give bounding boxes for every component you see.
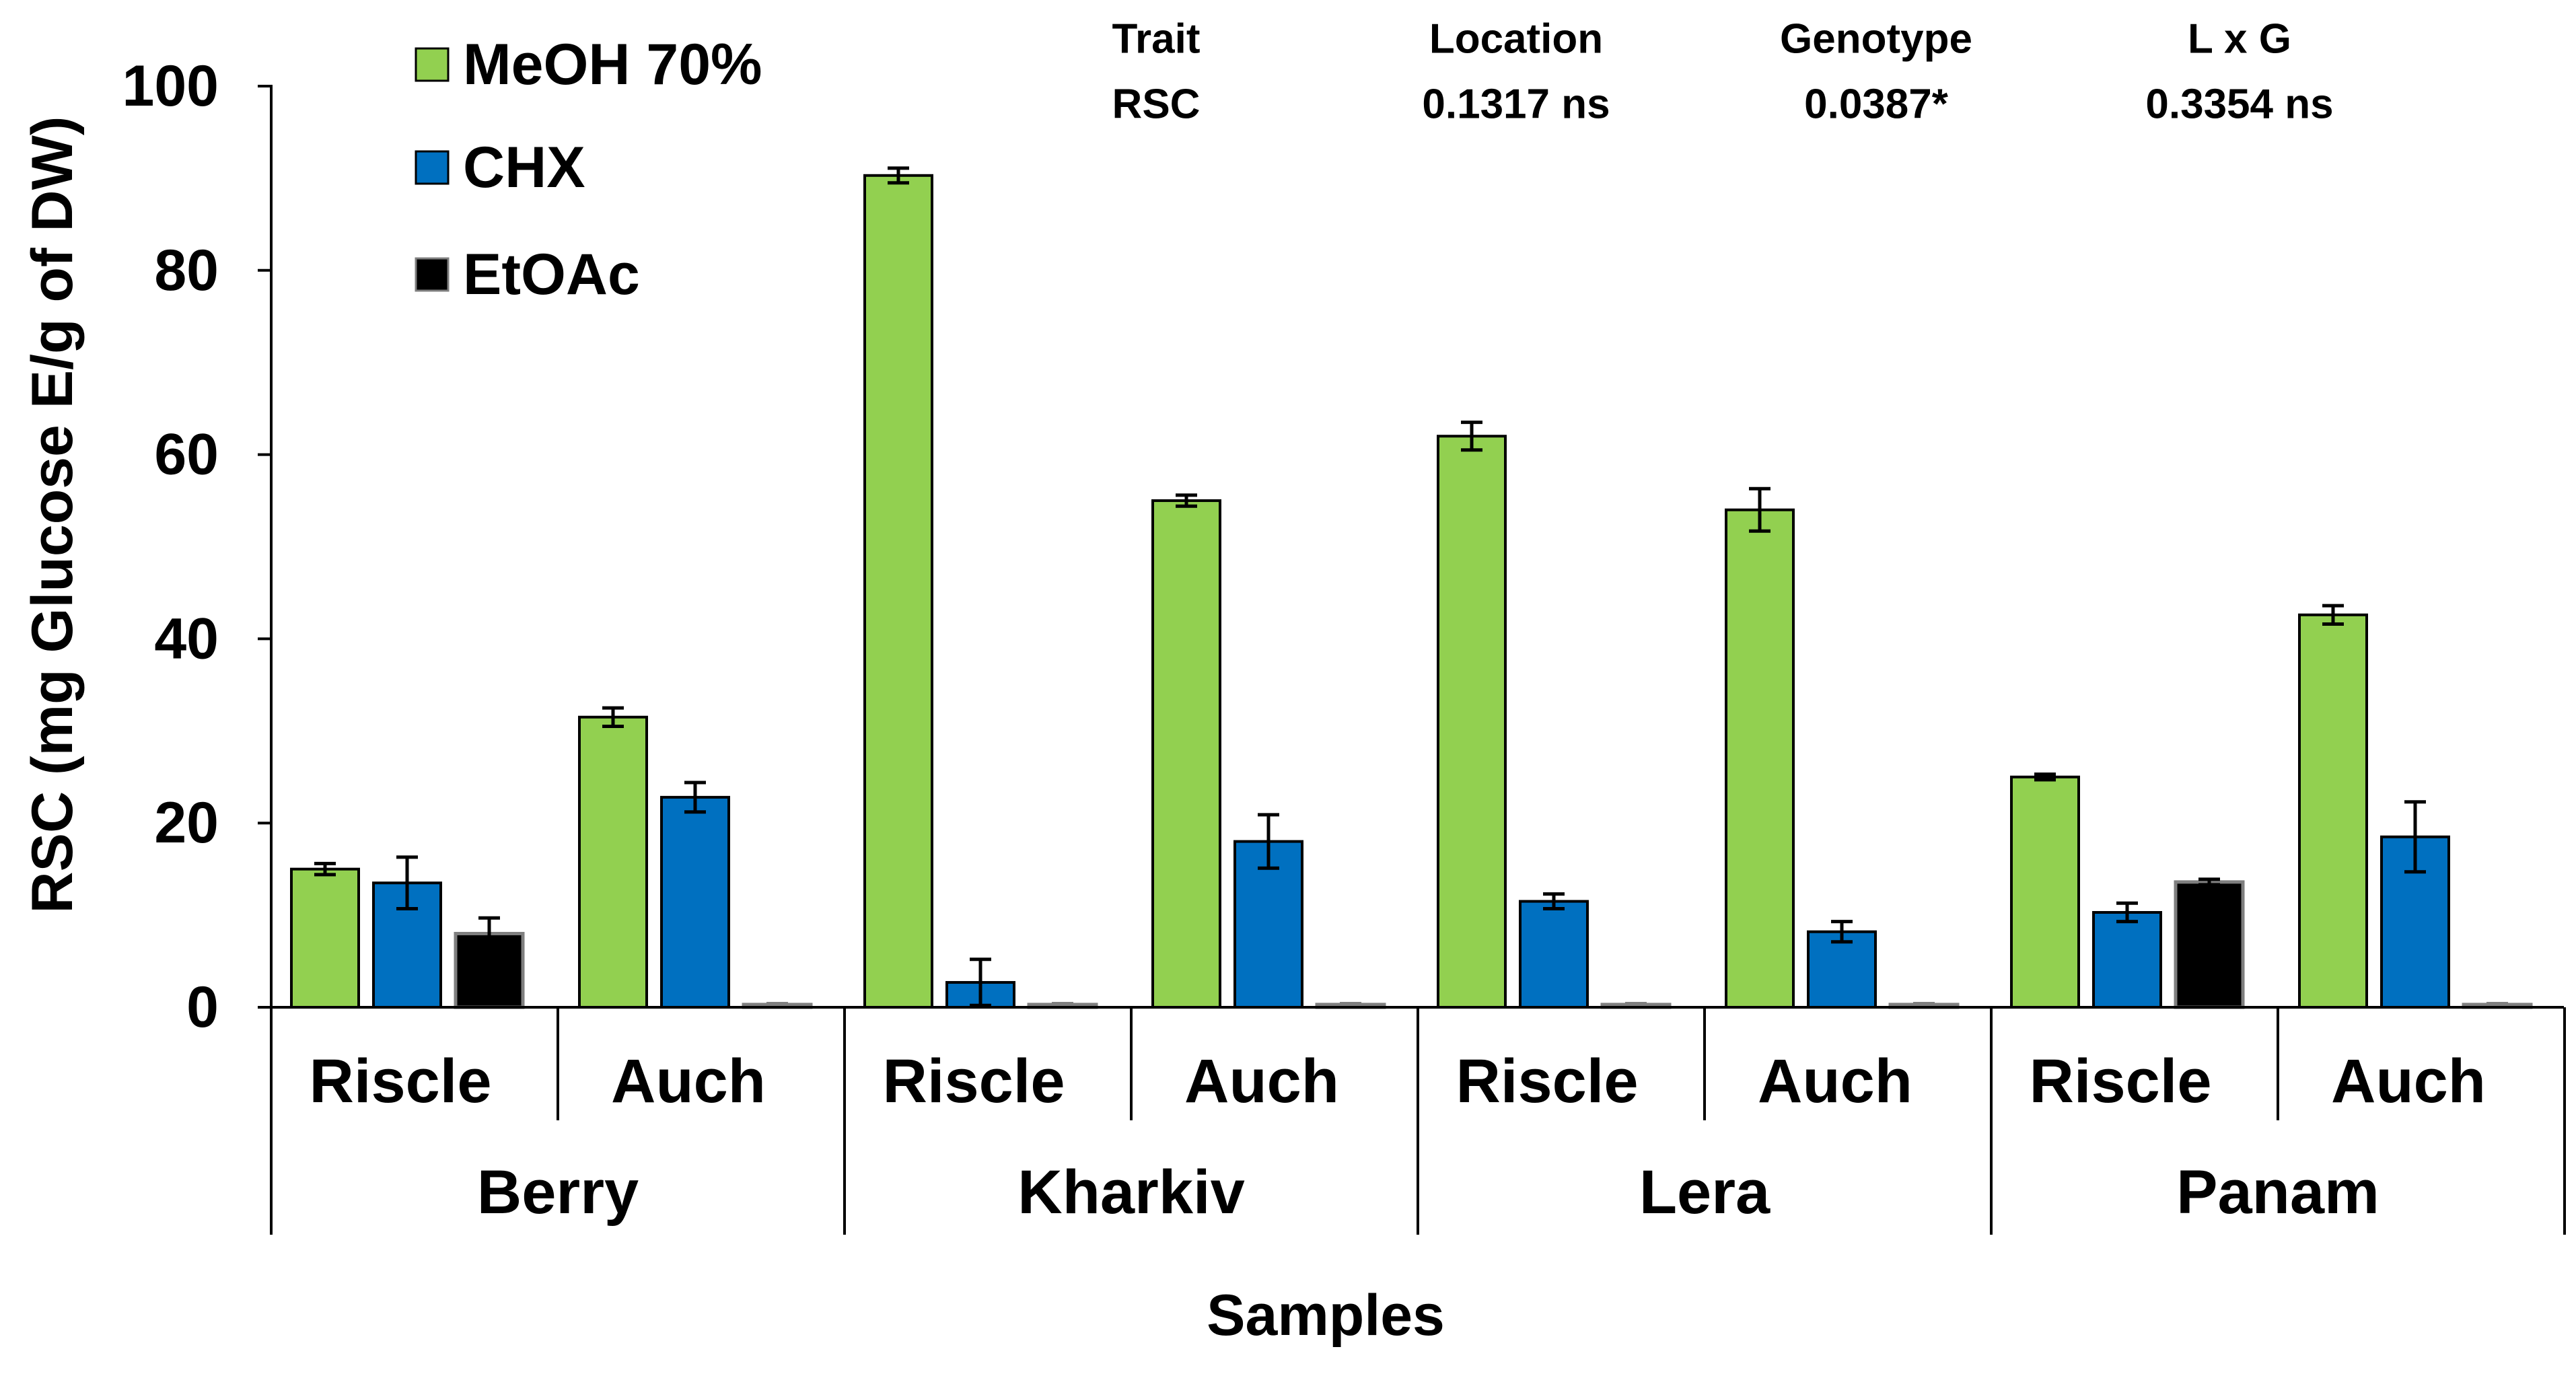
bar-meoh-70--kharkiv-riscle: [863, 174, 933, 1009]
stats-header-lxg: L x G: [2188, 16, 2291, 63]
group-label-kharkiv: Kharkiv: [1017, 1158, 1245, 1227]
x-axis-title: Samples: [1207, 1283, 1445, 1348]
legend-swatch-etoac: [415, 257, 450, 292]
stats-value-trait: RSC: [1112, 81, 1201, 128]
stats-value-lxg: 0.3354 ns: [2145, 81, 2333, 128]
plot-area: 0 20 40 60 80 100 Riscle Auch Berry Riscle Auch Kha…: [122, 54, 2566, 1235]
bar-meoh-70--lera-auch: [1725, 508, 1795, 1009]
stats-header-location: Location: [1429, 16, 1603, 63]
y-tick-label-80: 80: [154, 238, 219, 303]
bar-chx-panam-auch: [2380, 835, 2450, 1009]
legend-label-chx: CHX: [463, 135, 585, 200]
legend: MeOH 70% CHX EtOAc: [415, 32, 762, 307]
stats-value-location: 0.1317 ns: [1422, 81, 1610, 128]
bar-meoh-70--berry-auch: [578, 715, 648, 1009]
group-label-lera: Lera: [1639, 1158, 1770, 1227]
stats-header-trait: Trait: [1112, 16, 1201, 63]
category-label-lera-riscle: Riscle: [1456, 1047, 1638, 1116]
bar-etoac-panam-riscle: [2174, 880, 2245, 1009]
stats-value-genotype: 0.0387*: [1804, 81, 1949, 128]
bar-chx-panam-riscle: [2092, 910, 2162, 1009]
y-tick-label-60: 60: [154, 423, 219, 487]
category-label-panam-riscle: Riscle: [2029, 1047, 2211, 1116]
y-tick-label-20: 20: [154, 791, 219, 855]
y-axis-title: RSC (mg Glucose E/g of DW): [20, 116, 85, 914]
bar-meoh-70--berry-riscle: [290, 867, 360, 1009]
bar-meoh-70--panam-auch: [2298, 613, 2368, 1009]
legend-label-etoac: EtOAc: [463, 242, 640, 307]
group-label-berry: Berry: [477, 1158, 639, 1227]
y-tick-label-0: 0: [186, 975, 219, 1040]
y-tick-label-100: 100: [122, 54, 219, 118]
stats-header-genotype: Genotype: [1780, 16, 1972, 63]
bar-meoh-70--panam-riscle: [2010, 775, 2080, 1009]
group-label-panam: Panam: [2176, 1158, 2380, 1227]
category-label-panam-auch: Auch: [2331, 1047, 2486, 1116]
y-tick-label-40: 40: [154, 606, 219, 671]
bar-chx-lera-riscle: [1519, 900, 1589, 1009]
stats-table: Trait Location Genotype L x G RSC 0.1317…: [1112, 16, 2334, 128]
category-label-berry-riscle: Riscle: [309, 1047, 491, 1116]
category-label-kharkiv-riscle: Riscle: [882, 1047, 1065, 1116]
bar-meoh-70--kharkiv-auch: [1151, 499, 1221, 1009]
legend-swatch-meoh: [415, 47, 450, 82]
legend-swatch-chx: [415, 150, 450, 185]
category-label-berry-auch: Auch: [611, 1047, 766, 1116]
legend-label-meoh: MeOH 70%: [463, 32, 762, 97]
category-label-kharkiv-auch: Auch: [1184, 1047, 1339, 1116]
category-label-lera-auch: Auch: [1758, 1047, 1912, 1116]
bar-meoh-70--lera-riscle: [1437, 435, 1507, 1009]
bar-chx-berry-auch: [660, 795, 730, 1009]
